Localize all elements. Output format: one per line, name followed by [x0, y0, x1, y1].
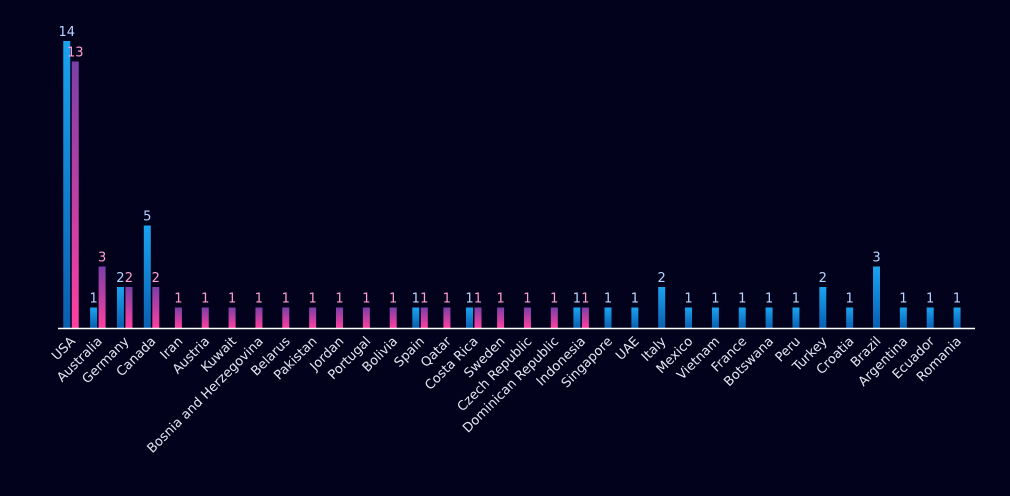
bar-kuwait-series-2 — [228, 307, 236, 328]
value-label: 1 — [474, 292, 482, 307]
value-label: 1 — [926, 292, 934, 307]
bar-germany-series-1 — [116, 287, 124, 328]
value-label: 1 — [711, 292, 719, 307]
value-label: 1 — [412, 292, 420, 307]
value-label: 1 — [201, 292, 209, 307]
bar-pakistan-series-2 — [309, 307, 317, 328]
bar-usa-series-2 — [71, 61, 79, 328]
bar-indonesia-series-2 — [581, 307, 589, 328]
value-label: 1 — [631, 292, 639, 307]
value-label: 5 — [143, 210, 151, 225]
bar-iran-series-2 — [174, 307, 182, 328]
bar-portugal-series-2 — [362, 307, 370, 328]
bars-layer — [63, 41, 961, 328]
bar-bolivia-series-2 — [389, 307, 397, 328]
bar-canada-series-2 — [152, 287, 160, 328]
value-label: 2 — [125, 271, 133, 286]
value-label: 1 — [255, 292, 263, 307]
bar-peru-series-1 — [792, 307, 800, 328]
value-label: 2 — [116, 271, 124, 286]
bar-france-series-1 — [738, 307, 746, 328]
value-label: 1 — [389, 292, 397, 307]
bar-mexico-series-1 — [685, 307, 693, 328]
value-label: 1 — [792, 292, 800, 307]
bar-austria-series-2 — [201, 307, 209, 328]
bar-vietnam-series-1 — [711, 307, 719, 328]
x-tick-labels-layer: USAAustraliaGermanyCanadaIranAustriaKuwa… — [49, 334, 965, 457]
bar-spain-series-1 — [412, 307, 420, 328]
value-label: 14 — [58, 25, 75, 40]
bar-croatia-series-1 — [846, 307, 854, 328]
value-label: 1 — [604, 292, 612, 307]
bar-botswana-series-1 — [765, 307, 773, 328]
bar-usa-series-1 — [63, 41, 71, 328]
value-label: 1 — [420, 292, 428, 307]
value-label: 1 — [846, 292, 854, 307]
value-label: 1 — [765, 292, 773, 307]
value-label: 1 — [953, 292, 961, 307]
bar-canada-series-1 — [143, 225, 151, 328]
value-label: 1 — [309, 292, 317, 307]
bar-germany-series-2 — [125, 287, 133, 328]
value-label: 3 — [872, 251, 880, 266]
value-label: 2 — [819, 271, 827, 286]
value-label: 2 — [152, 271, 160, 286]
value-label: 1 — [496, 292, 504, 307]
bar-bosnia-and-herzegovina-series-2 — [255, 307, 263, 328]
value-label: 1 — [738, 292, 746, 307]
bar-singapore-series-1 — [604, 307, 612, 328]
bar-belarus-series-2 — [282, 307, 290, 328]
bar-spain-series-2 — [420, 307, 428, 328]
bar-argentina-series-1 — [899, 307, 907, 328]
value-label: 1 — [523, 292, 531, 307]
value-label: 13 — [67, 46, 84, 61]
value-label: 2 — [658, 271, 666, 286]
value-label: 1 — [443, 292, 451, 307]
bar-jordan-series-2 — [336, 307, 343, 328]
bar-costa-rica-series-1 — [466, 307, 473, 328]
bar-costa-rica-series-2 — [474, 307, 482, 328]
value-label: 1 — [899, 292, 907, 307]
bar-sweden-series-2 — [497, 307, 505, 328]
value-label: 1 — [573, 292, 581, 307]
value-label: 1 — [335, 292, 343, 307]
bar-australia-series-1 — [90, 307, 98, 328]
value-label: 1 — [89, 292, 97, 307]
bar-dominican-republic-series-2 — [550, 307, 558, 328]
value-label: 1 — [174, 292, 182, 307]
bar-turkey-series-1 — [819, 287, 827, 328]
bar-indonesia-series-1 — [573, 307, 581, 328]
bar-ecuador-series-1 — [926, 307, 934, 328]
value-label: 1 — [362, 292, 370, 307]
value-label: 1 — [581, 292, 589, 307]
value-label: 1 — [465, 292, 473, 307]
x-tick-label: UAE — [613, 334, 642, 363]
value-label: 1 — [228, 292, 236, 307]
value-label: 1 — [550, 292, 558, 307]
value-label: 3 — [98, 251, 106, 266]
bar-uae-series-1 — [631, 307, 639, 328]
bar-italy-series-1 — [658, 287, 666, 328]
bar-qatar-series-2 — [443, 307, 451, 328]
value-label: 1 — [684, 292, 692, 307]
bar-australia-series-2 — [98, 266, 106, 328]
bar-romania-series-1 — [953, 307, 961, 328]
bar-brazil-series-1 — [873, 266, 880, 328]
value-label: 1 — [282, 292, 290, 307]
bar-czech-republic-series-2 — [523, 307, 531, 328]
